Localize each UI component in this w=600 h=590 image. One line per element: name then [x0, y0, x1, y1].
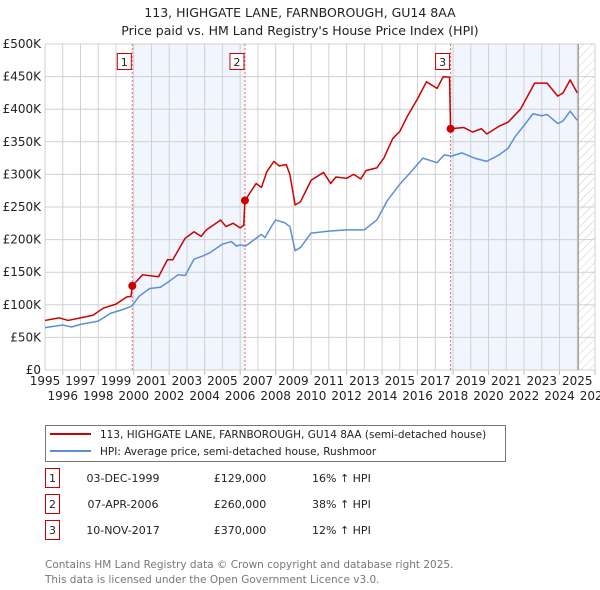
table-row: 3 10-NOV-2017 £370,000 12% ↑ HPI [45, 520, 371, 540]
sales-table: 1 03-DEC-1999 £129,000 16% ↑ HPI 2 07-APR-200… [45, 468, 371, 540]
x-tick-label: 2012 [331, 389, 362, 403]
sale-badge-label: 3 [439, 56, 446, 69]
y-tick-label: £300K [3, 167, 43, 181]
row-number-box [45, 520, 60, 540]
x-tick-label: 2004 [189, 389, 220, 403]
y-tick-label: £50K [10, 330, 42, 344]
table-row: 1 03-DEC-1999 £129,000 16% ↑ HPI [45, 468, 371, 488]
x-tick-label: 2020 [473, 389, 504, 403]
sale-badge-1 [116, 53, 132, 70]
chart-subtitle: Price paid vs. HM Land Registry's House … [121, 23, 478, 38]
sale-price: £370,000 [214, 524, 267, 537]
x-tick-label: 2013 [349, 374, 380, 388]
x-tick-label: 2023 [527, 374, 558, 388]
footer-copyright: Contains HM Land Registry data © Crown c… [45, 559, 453, 571]
x-tick-label: 2018 [438, 389, 469, 403]
plot-area: 1995199619971998199920002001200220032004… [3, 37, 600, 403]
legend-box [45, 425, 506, 462]
sale-price: £260,000 [214, 498, 267, 511]
y-tick-label: £0 [26, 363, 41, 377]
table-row: 2 07-APR-2006 £260,000 38% ↑ HPI [45, 494, 371, 514]
x-tick-label: 2021 [491, 374, 522, 388]
x-tick-label: 2011 [314, 374, 345, 388]
x-tick-label: 2019 [456, 374, 487, 388]
row-number: 2 [49, 498, 56, 511]
x-tick-label: 2025 [562, 374, 593, 388]
legend: 113, HIGHGATE LANE, FARNBOROUGH, GU14 8A… [45, 425, 506, 462]
x-tick-label: 1995 [30, 374, 61, 388]
footer-licence: This data is licensed under the Open Gov… [44, 574, 380, 586]
x-tick-label: 1996 [47, 389, 78, 403]
sale-date: 03-DEC-1999 [86, 472, 159, 485]
x-tick-label: 2005 [207, 374, 238, 388]
y-tick-label: £200K [3, 233, 43, 247]
y-tick-label: £100K [3, 298, 43, 312]
x-tick-label: 2008 [260, 389, 291, 403]
y-tick-label: £450K [3, 70, 43, 84]
row-number-box [45, 494, 60, 514]
x-tick-label: 2003 [172, 374, 203, 388]
sale-badge-3 [435, 53, 451, 70]
hpi-change: 38% ↑ HPI [312, 498, 371, 511]
y-tick-label: £250K [3, 200, 43, 214]
x-tick-label: 2026 [580, 389, 600, 403]
y-tick-label: £400K [3, 102, 43, 116]
legend-label-hpi: HPI: Average price, semi-detached house,… [100, 446, 377, 458]
sale-point-3 [446, 124, 455, 133]
x-tick-label: 1997 [65, 374, 96, 388]
x-tick-label: 2017 [420, 374, 451, 388]
y-tick-label: £500K [3, 37, 43, 51]
sale-date: 07-APR-2006 [87, 498, 158, 511]
row-number: 1 [49, 472, 56, 485]
x-tick-label: 2006 [225, 389, 256, 403]
x-tick-label: 2007 [243, 374, 274, 388]
sale-badge-2 [229, 53, 245, 70]
x-tick-label: 1999 [101, 374, 132, 388]
x-tick-label: 2022 [509, 389, 540, 403]
y-tick-label: £350K [3, 135, 43, 149]
row-number: 3 [49, 524, 56, 537]
sale-badge-label: 1 [121, 56, 128, 69]
property-price-line [44, 75, 578, 322]
sale-point-2 [240, 196, 249, 205]
y-tick-label: £150K [3, 265, 43, 279]
x-tick-label: 2001 [136, 374, 167, 388]
hpi-change: 16% ↑ HPI [312, 472, 371, 485]
x-tick-label: 2014 [367, 389, 398, 403]
x-tick-label: 2015 [385, 374, 416, 388]
sale-price: £129,000 [214, 472, 267, 485]
hpi-line [44, 110, 578, 329]
legend-label-property: 113, HIGHGATE LANE, FARNBOROUGH, GU14 8A… [100, 429, 486, 441]
x-tick-label: 2024 [544, 389, 575, 403]
hpi-change: 12% ↑ HPI [312, 524, 371, 537]
x-tick-label: 2000 [118, 389, 149, 403]
chart-title: 113, HIGHGATE LANE, FARNBOROUGH, GU14 8A… [144, 5, 456, 20]
x-tick-label: 1998 [83, 389, 114, 403]
x-tick-label: 2002 [154, 389, 185, 403]
x-tick-label: 2016 [402, 389, 433, 403]
x-tick-label: 2009 [278, 374, 309, 388]
sale-date: 10-NOV-2017 [86, 524, 160, 537]
row-number-box [45, 468, 60, 488]
sale-point-1 [128, 281, 137, 290]
x-tick-label: 2010 [296, 389, 327, 403]
sale-badge-label: 2 [233, 56, 240, 69]
